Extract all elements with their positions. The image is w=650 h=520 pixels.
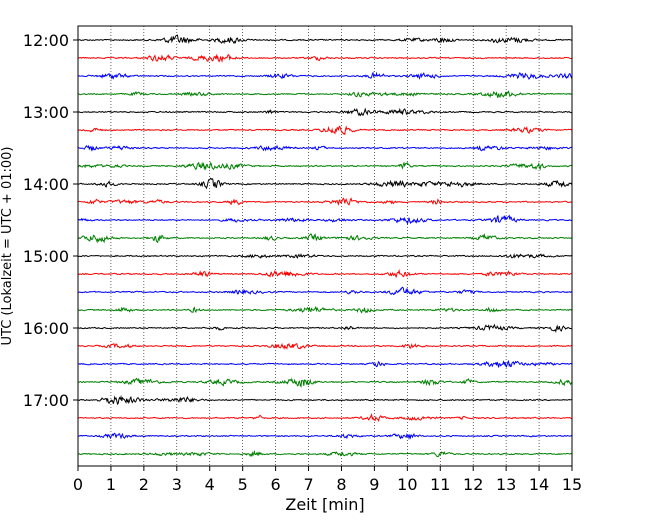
plot-frame [77,25,573,467]
trace-1645 [77,377,573,388]
x-tick-label: 14 [529,475,549,494]
x-tick-label: 13 [496,475,516,494]
grid-lines [110,26,540,466]
trace-1445 [77,233,573,244]
trace-1500 [77,253,573,259]
trace-1400 [77,177,573,190]
trace-1300 [77,107,573,117]
trace-1230 [77,71,573,80]
trace-1715 [77,412,573,422]
trace-1545 [77,305,573,314]
x-tick-label: 11 [430,475,450,494]
x-tick-label: 2 [139,475,149,494]
x-tick-label: 4 [205,475,215,494]
y-tick-label: 14:00 [23,175,69,194]
y-tick-label: 15:00 [23,247,69,266]
trace-1630 [77,359,573,368]
x-axis-ticks: 0 1 2 3 4 5 6 7 8 9 10 11 12 13 14 15 [73,466,582,494]
x-tick-label: 6 [271,475,281,494]
trace-1315 [77,125,573,136]
y-axis-label: UTC (Lokalzeit = UTC + 01:00) [0,147,15,346]
x-tick-label: 0 [73,475,83,494]
trace-1730 [77,432,573,441]
x-tick-label: 7 [303,475,313,494]
trace-1745 [77,450,573,458]
trace-1700 [77,394,573,406]
y-tick-label: 12:00 [23,31,69,50]
y-axis-ticks: 12:00 13:00 14:00 15:00 16:00 17:00 [23,31,78,410]
x-tick-label: 8 [336,475,346,494]
x-tick-label: 1 [106,475,116,494]
trace-1530 [77,286,573,296]
x-tick-label: 15 [562,475,582,494]
trace-1615 [77,342,573,351]
trace-1330 [77,144,573,152]
trace-1200 [77,34,573,45]
x-axis-label: Zeit [min] [285,495,364,514]
trace-1345 [77,161,573,171]
x-tick-label: 3 [172,475,182,494]
y-tick-label: 17:00 [23,391,69,410]
x-tick-label: 10 [397,475,417,494]
x-tick-label: 5 [238,475,248,494]
trace-1415 [77,197,573,206]
trace-1215 [77,53,573,64]
trace-1430 [77,214,573,225]
seismic-traces [77,34,573,458]
x-tick-label: 12 [463,475,483,494]
x-tick-label: 9 [369,475,379,494]
trace-1600 [77,323,573,333]
trace-1245 [77,90,573,99]
y-tick-label: 13:00 [23,103,69,122]
y-tick-label: 16:00 [23,319,69,338]
trace-1515 [77,268,573,278]
